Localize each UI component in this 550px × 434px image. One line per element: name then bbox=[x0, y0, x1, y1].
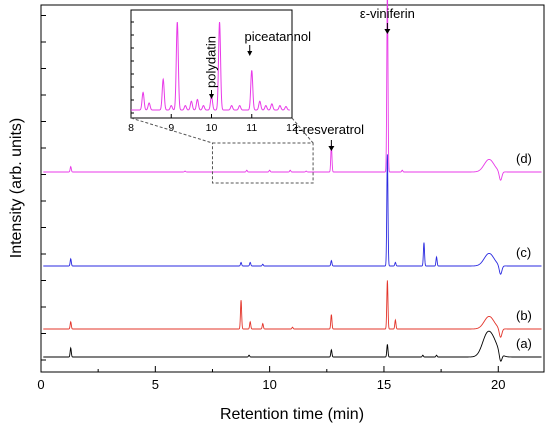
inset-peak-label: piceatannol bbox=[244, 29, 311, 44]
zoom-window bbox=[211, 142, 314, 184]
x-tick-label: 0 bbox=[37, 377, 44, 392]
x-tick-label: 20 bbox=[491, 377, 505, 392]
inset-peak-label: polydatin bbox=[204, 36, 219, 88]
plot-frame bbox=[40, 4, 545, 373]
trace-d bbox=[43, 0, 542, 181]
inset-frame bbox=[130, 9, 293, 119]
x-tick-label: 10 bbox=[262, 377, 276, 392]
zoom-connector bbox=[291, 117, 314, 144]
trace-c bbox=[43, 154, 542, 275]
peak-annotations: ε-viniferin t-resveratrol bbox=[295, 6, 415, 151]
trace-label: (a) bbox=[516, 336, 532, 351]
inset-x-tick-label: 8 bbox=[128, 122, 134, 134]
inset-x-tick-label: 11 bbox=[246, 122, 257, 134]
peak-label: t-resveratrol bbox=[295, 122, 364, 137]
x-axis-ticks: 0 5 10 15 20 bbox=[37, 366, 506, 392]
inset-x-tick-label: 12 bbox=[286, 122, 298, 134]
trace-a bbox=[43, 330, 542, 362]
x-axis-title: Retention time (min) bbox=[220, 406, 364, 423]
inset-trace bbox=[131, 21, 290, 111]
trace-label: (d) bbox=[516, 151, 532, 166]
peak-label: ε-viniferin bbox=[360, 6, 415, 21]
trace-labels: (a) (b) (c) (d) bbox=[516, 151, 532, 351]
trace-b bbox=[43, 280, 542, 338]
arrow-head bbox=[384, 29, 391, 34]
chromatogram-traces bbox=[43, 0, 542, 362]
inset-x-tick-label: 9 bbox=[168, 122, 174, 134]
arrow-head bbox=[328, 146, 335, 151]
trace-label: (b) bbox=[516, 308, 532, 323]
x-tick-label: 5 bbox=[152, 377, 159, 392]
arrow-head bbox=[209, 94, 214, 99]
zoom-connector bbox=[130, 117, 213, 144]
trace-label: (c) bbox=[516, 245, 531, 260]
x-tick-label: 15 bbox=[377, 377, 391, 392]
y-axis-title: Intensity (arb. units) bbox=[8, 118, 25, 259]
inset-x-tick-label: 10 bbox=[206, 122, 218, 134]
y-axis-ticks bbox=[41, 15, 46, 361]
inset-zoom: 8 9 10 11 12 polydatin piceatannol bbox=[128, 9, 314, 184]
arrow-head bbox=[247, 51, 253, 56]
